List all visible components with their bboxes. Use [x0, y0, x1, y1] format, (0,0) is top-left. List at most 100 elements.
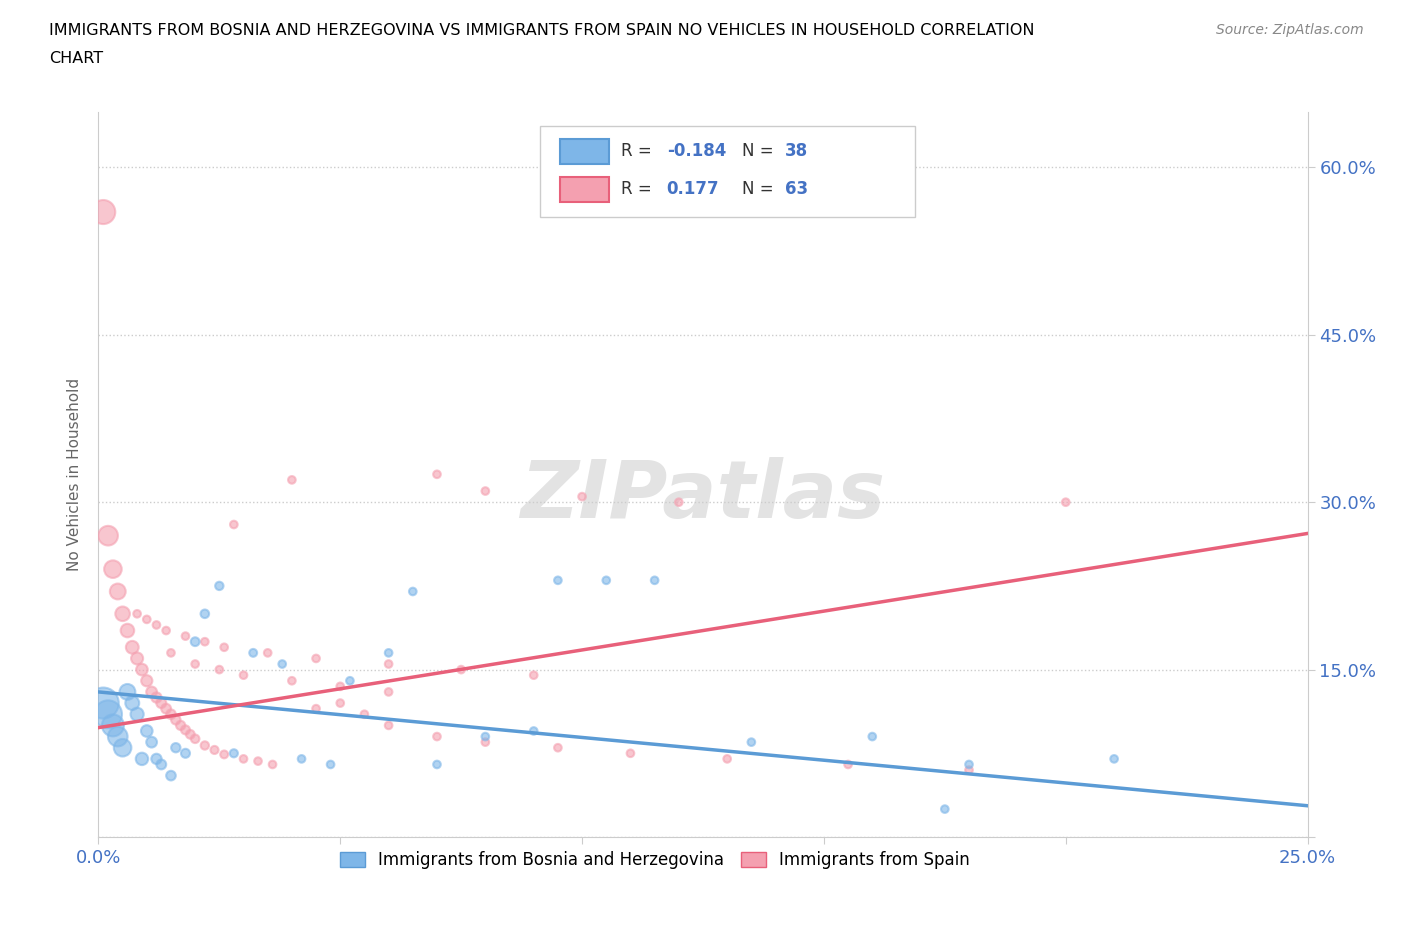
Point	[619, 746, 641, 761]
Point	[179, 727, 201, 742]
Point	[174, 746, 197, 761]
Point	[474, 729, 496, 744]
Point	[426, 757, 449, 772]
Point	[150, 696, 173, 711]
Point	[91, 696, 114, 711]
Text: CHART: CHART	[49, 51, 103, 66]
Point	[290, 751, 312, 766]
Point	[165, 712, 187, 727]
Point	[127, 651, 149, 666]
Point	[117, 623, 139, 638]
Point	[97, 528, 120, 543]
Point	[160, 707, 183, 722]
Point	[107, 584, 129, 599]
Point	[127, 707, 149, 722]
Point	[281, 472, 304, 487]
Point	[305, 701, 328, 716]
Point	[141, 684, 163, 699]
Point	[111, 740, 134, 755]
Point	[194, 634, 217, 649]
Point	[377, 718, 399, 733]
Point	[934, 802, 956, 817]
Point	[131, 751, 153, 766]
Y-axis label: No Vehicles in Household: No Vehicles in Household	[67, 378, 83, 571]
Point	[262, 757, 284, 772]
Point	[194, 738, 217, 753]
Point	[547, 573, 569, 588]
Point	[91, 205, 114, 219]
Point	[523, 724, 546, 738]
Point	[150, 757, 173, 772]
Point	[184, 731, 207, 746]
Point	[595, 573, 617, 588]
Point	[571, 489, 593, 504]
Point	[474, 735, 496, 750]
Point	[305, 651, 328, 666]
Point	[135, 724, 157, 738]
Point	[194, 606, 217, 621]
Point	[97, 707, 120, 722]
Point	[329, 696, 352, 711]
Point	[101, 562, 124, 577]
Point	[523, 668, 546, 683]
Point	[222, 517, 245, 532]
Point	[957, 757, 980, 772]
Point	[107, 729, 129, 744]
Text: Source: ZipAtlas.com: Source: ZipAtlas.com	[1216, 23, 1364, 37]
Point	[135, 612, 157, 627]
Point	[212, 747, 235, 762]
Text: R =: R =	[621, 180, 657, 198]
Point	[271, 657, 294, 671]
Point	[474, 484, 496, 498]
Point	[377, 645, 399, 660]
Point	[1054, 495, 1077, 510]
Point	[145, 751, 167, 766]
Text: -0.184: -0.184	[666, 142, 725, 161]
Point	[232, 668, 254, 683]
Point	[232, 751, 254, 766]
Point	[450, 662, 472, 677]
Point	[165, 740, 187, 755]
Point	[668, 495, 690, 510]
FancyBboxPatch shape	[561, 139, 609, 165]
Point	[281, 673, 304, 688]
Point	[204, 742, 226, 757]
Point	[160, 768, 183, 783]
Point	[135, 673, 157, 688]
Text: ZIPatlas: ZIPatlas	[520, 457, 886, 535]
Point	[212, 640, 235, 655]
Text: 0.177: 0.177	[666, 180, 720, 198]
Point	[256, 645, 278, 660]
Point	[127, 606, 149, 621]
Point	[426, 729, 449, 744]
Text: 38: 38	[785, 142, 808, 161]
Text: N =: N =	[742, 180, 779, 198]
Point	[184, 634, 207, 649]
Point	[860, 729, 883, 744]
Text: 63: 63	[785, 180, 808, 198]
Point	[339, 673, 361, 688]
FancyBboxPatch shape	[561, 177, 609, 202]
Point	[740, 735, 762, 750]
Point	[242, 645, 264, 660]
Point	[121, 640, 143, 655]
Text: R =: R =	[621, 142, 657, 161]
Point	[247, 753, 270, 768]
Point	[169, 718, 191, 733]
FancyBboxPatch shape	[540, 126, 915, 217]
Point	[426, 467, 449, 482]
Point	[329, 679, 352, 694]
Point	[160, 645, 183, 660]
Point	[174, 723, 197, 737]
Point	[145, 618, 167, 632]
Legend: Immigrants from Bosnia and Herzegovina, Immigrants from Spain: Immigrants from Bosnia and Herzegovina, …	[333, 844, 976, 876]
Point	[141, 735, 163, 750]
Point	[716, 751, 738, 766]
Point	[145, 690, 167, 705]
Point	[402, 584, 425, 599]
Point	[131, 662, 153, 677]
Point	[184, 657, 207, 671]
Point	[222, 746, 245, 761]
Point	[377, 657, 399, 671]
Point	[644, 573, 666, 588]
